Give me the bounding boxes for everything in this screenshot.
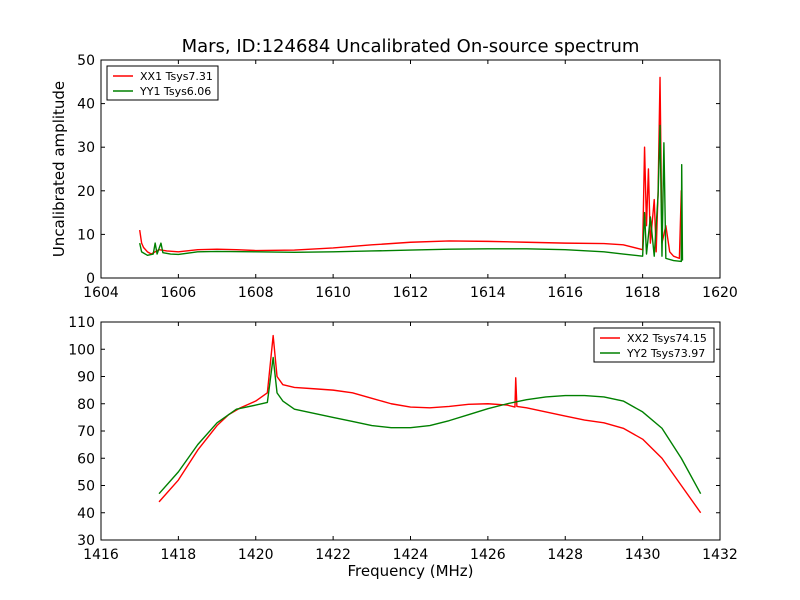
- x-tick-label: 1430: [625, 547, 661, 563]
- series-line-xx: [158, 334, 702, 514]
- x-tick-label: 1422: [315, 547, 351, 563]
- legend: XX1 Tsys7.31 YY1 Tsys6.06: [106, 65, 219, 101]
- legend-box: [106, 65, 219, 101]
- x-tick-label: 1420: [238, 547, 274, 563]
- x-tick-label: 1432: [702, 547, 738, 563]
- x-tick-label: 1416: [83, 547, 119, 563]
- y-tick-label: 10: [77, 227, 95, 243]
- bottom-panel: 1416 1418 1420 1422 1424 1426 1428 1430 1432 30 40…: [68, 315, 738, 580]
- y-axis-label: Uncalibrated amplitude: [50, 81, 68, 257]
- x-tick-label: 1618: [625, 285, 661, 301]
- y-tick-label: 40: [77, 97, 95, 113]
- legend-label: XX1 Tsys7.31: [140, 70, 213, 83]
- x-tick-label: 1620: [702, 285, 738, 301]
- y-tick-label: 80: [77, 397, 95, 413]
- y-tick-label: 90: [77, 370, 95, 386]
- x-tick-label: 1426: [470, 547, 506, 563]
- legend: XX2 Tsys74.15 YY2 Tsys73.97: [593, 327, 715, 363]
- y-tick-label: 20: [77, 184, 95, 200]
- series-line-yy: [139, 124, 684, 263]
- x-tick-label: 1614: [470, 285, 506, 301]
- legend-label: YY2 Tsys73.97: [626, 347, 705, 360]
- y-tick-label: 50: [77, 479, 95, 495]
- y-tick-label: 60: [77, 451, 95, 467]
- y-tick-label: 40: [77, 506, 95, 522]
- x-tick-label: 1428: [547, 547, 583, 563]
- y-tick-label: 70: [77, 424, 95, 440]
- series-line-yy: [158, 356, 702, 495]
- legend-box: [593, 327, 715, 363]
- x-tick-label: 1616: [547, 285, 583, 301]
- x-tick-label: 1424: [393, 547, 429, 563]
- x-tick-label: 1608: [238, 285, 274, 301]
- y-tick-label: 30: [77, 140, 95, 156]
- x-tick-label: 1610: [315, 285, 351, 301]
- y-tick-label: 50: [77, 53, 95, 69]
- y-tick-label: 100: [68, 342, 95, 358]
- chart-title: Mars, ID:124684 Uncalibrated On-source s…: [182, 36, 640, 57]
- top-panel: 1604 1606 1608 1610 1612 1614 1616 1618 1620 0 10 2…: [50, 36, 738, 301]
- x-tick-label: 1604: [83, 285, 119, 301]
- y-tick-label: 110: [68, 315, 95, 331]
- x-tick-label: 1418: [161, 547, 197, 563]
- legend-label: YY1 Tsys6.06: [139, 85, 211, 98]
- x-tick-label: 1612: [393, 285, 429, 301]
- y-tick-label: 30: [77, 533, 95, 549]
- y-tick-label: 0: [86, 271, 95, 287]
- x-axis-label: Frequency (MHz): [347, 562, 473, 580]
- legend-label: XX2 Tsys74.15: [627, 332, 707, 345]
- x-tick-label: 1606: [161, 285, 197, 301]
